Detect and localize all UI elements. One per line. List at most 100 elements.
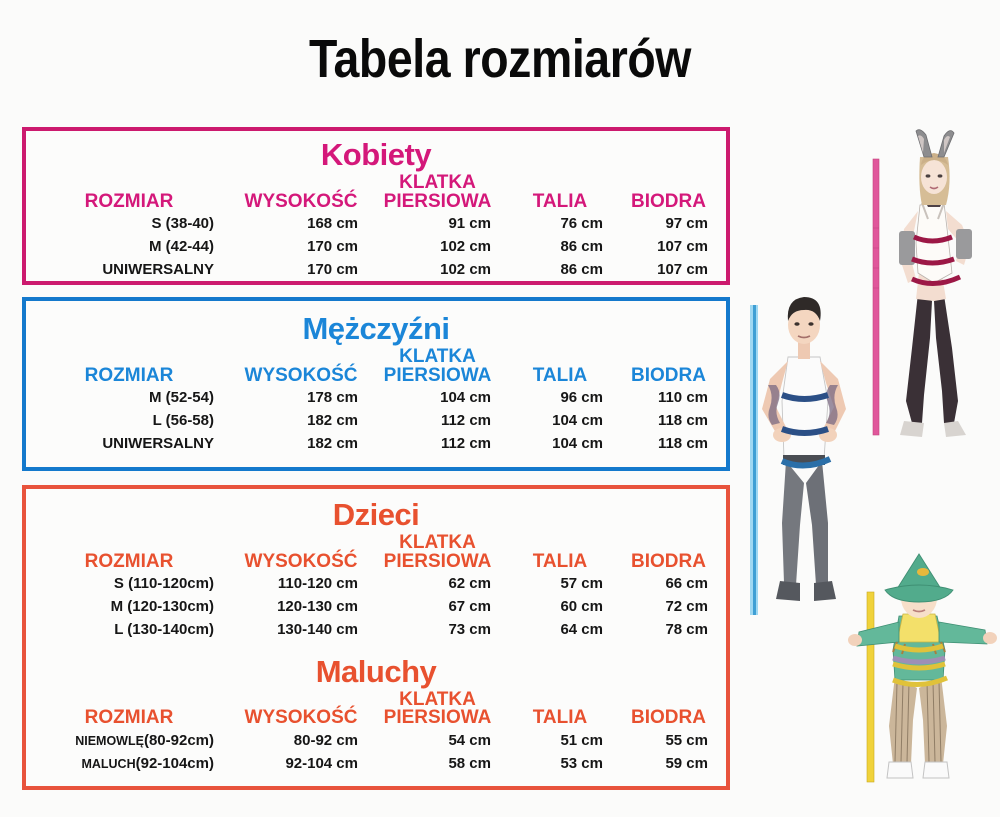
hand-left — [848, 634, 862, 646]
cell-chest: 62 cm — [448, 575, 491, 593]
child-figure-svg — [848, 553, 997, 783]
cell-hips: 107 cm — [657, 238, 708, 256]
cell-height: 178 cm — [307, 389, 358, 407]
cell-chest: 67 cm — [448, 598, 491, 616]
cell-height: 80-92 cm — [293, 731, 358, 749]
cell-chest: 102 cm — [440, 238, 491, 256]
man-figure-svg — [750, 297, 846, 615]
cell-hips: 118 cm — [657, 434, 708, 452]
trouser-stripes — [894, 681, 942, 763]
glove-right — [956, 229, 972, 259]
column-header-hips: BIODRA — [631, 364, 706, 386]
facial-features — [794, 322, 814, 326]
trouser-right — [806, 461, 828, 585]
cell-size: S (38-40) — [151, 215, 214, 233]
table-row: L (130-140cm) 130-140 cm 73 cm 64 cm 78 … — [26, 619, 726, 642]
column-header-chest-line2: PIERSIOWA — [383, 550, 492, 572]
cell-hips: 55 cm — [665, 731, 708, 749]
table-header-row: ROZMIAR WYSOKOŚĆ KLATKA PIERSIOWA TALIA … — [26, 344, 726, 387]
column-header-chest: KLATKA PIERSIOWA — [376, 687, 509, 730]
column-header-height: WYSOKOŚĆ — [244, 707, 358, 729]
shoe-left — [900, 421, 924, 437]
cell-height: 110-120 cm — [277, 575, 358, 593]
mouth — [912, 609, 926, 613]
shoe-right — [922, 761, 950, 779]
cell-hips: 78 cm — [665, 620, 708, 638]
column-header-size: ROZMIAR — [84, 190, 174, 212]
column-header-chest-line2: PIERSIOWA — [383, 707, 492, 729]
table-row: M (52-54) 178 cm 104 cm 96 cm 110 cm — [26, 387, 726, 410]
glove-left — [899, 231, 915, 265]
illustration-child — [845, 553, 1000, 813]
cell-hips: 59 cm — [665, 754, 708, 772]
table-toddlers: ROZMIAR WYSOKOŚĆ KLATKA PIERSIOWA TALIA … — [26, 687, 726, 776]
collar-bib — [896, 613, 942, 643]
column-header-chest-line1: KLATKA — [399, 346, 476, 367]
mouth — [797, 335, 811, 339]
cell-size: MALUCH(92-104cm) — [26, 753, 236, 776]
table-row: S (110-120cm) 110-120 cm 62 cm 57 cm 66 … — [26, 573, 726, 596]
cell-waist: 51 cm — [560, 731, 603, 749]
tape-hips — [892, 675, 948, 687]
column-header-chest-line1: KLATKA — [399, 172, 476, 193]
cell-hips: 97 cm — [665, 215, 708, 233]
cell-size: L (56-58) — [152, 412, 214, 430]
belt — [892, 655, 946, 665]
cell-waist: 53 cm — [560, 754, 603, 772]
cell-waist: 96 cm — [560, 389, 603, 407]
cell-size-range: (92-104cm) — [135, 754, 214, 772]
cell-size: M (52-54) — [148, 389, 214, 407]
column-header-height: WYSOKOŚĆ — [244, 550, 358, 572]
section-kids: Dzieci ROZMIAR WYSOKOŚĆ KLATKA PIERSIOWA… — [22, 485, 730, 790]
hair — [787, 297, 821, 321]
neck — [798, 341, 810, 359]
hand-right — [983, 632, 997, 644]
cell-size-label: NIEMOWLĘ — [75, 733, 144, 748]
cell-chest: 73 cm — [448, 620, 491, 638]
cell-chest: 112 cm — [440, 412, 491, 430]
cell-waist: 104 cm — [552, 434, 603, 452]
tape-chest — [912, 234, 953, 244]
mouth — [929, 186, 939, 190]
tape-waist — [780, 426, 829, 436]
table-row: MALUCH(92-104cm) 92-104 cm 58 cm 53 cm 5… — [26, 753, 726, 776]
bunny-ear-inner-left — [918, 135, 924, 153]
column-header-chest: KLATKA PIERSIOWA — [376, 530, 509, 573]
cell-size: UNIWERSALNY — [102, 434, 214, 452]
bunny-ear-left — [915, 129, 933, 158]
column-header-chest-line2: PIERSIOWA — [383, 190, 492, 212]
column-header-hips: BIODRA — [631, 707, 706, 729]
stocking-right — [934, 295, 958, 423]
table-header-row: ROZMIAR WYSOKOŚĆ KLATKA PIERSIOWA TALIA … — [26, 530, 726, 573]
cell-size: S (110-120cm) — [113, 575, 214, 593]
cell-height: 170 cm — [307, 238, 358, 256]
cell-height: 130-140 cm — [277, 620, 358, 638]
cell-chest: 58 cm — [448, 754, 491, 772]
cell-chest: 91 cm — [448, 215, 491, 233]
tattoos — [768, 385, 838, 425]
face — [788, 306, 820, 344]
column-header-waist: TALIA — [532, 190, 588, 212]
illustration-man — [742, 283, 872, 643]
table-men: ROZMIAR WYSOKOŚĆ KLATKA PIERSIOWA TALIA … — [26, 344, 726, 456]
cell-size: M (120-130cm) — [110, 598, 214, 616]
cell-height: 168 cm — [307, 215, 358, 233]
cell-height: 182 cm — [307, 412, 358, 430]
section-title-women: Kobiety — [320, 137, 432, 172]
cell-hips: 66 cm — [665, 575, 708, 593]
table-row: UNIWERSALNY 182 cm 112 cm 104 cm 118 cm — [26, 433, 726, 456]
cell-waist: 104 cm — [552, 412, 603, 430]
cell-waist: 76 cm — [560, 215, 603, 233]
cell-hips: 118 cm — [657, 412, 708, 430]
cell-chest: 112 cm — [440, 434, 491, 452]
table-kids: ROZMIAR WYSOKOŚĆ KLATKA PIERSIOWA TALIA … — [26, 530, 726, 642]
column-header-waist: TALIA — [532, 550, 588, 572]
table-header-row: ROZMIAR WYSOKOŚĆ KLATKA PIERSIOWA TALIA … — [26, 170, 726, 213]
cell-chest: 104 cm — [440, 389, 491, 407]
trouser-left — [782, 461, 804, 585]
table-row: M (120-130cm) 120-130 cm 67 cm 60 cm 72 … — [26, 596, 726, 619]
cell-height: 120-130 cm — [277, 598, 358, 616]
arm-right — [938, 621, 988, 645]
cell-waist: 60 cm — [560, 598, 603, 616]
tape-chest — [894, 643, 944, 653]
